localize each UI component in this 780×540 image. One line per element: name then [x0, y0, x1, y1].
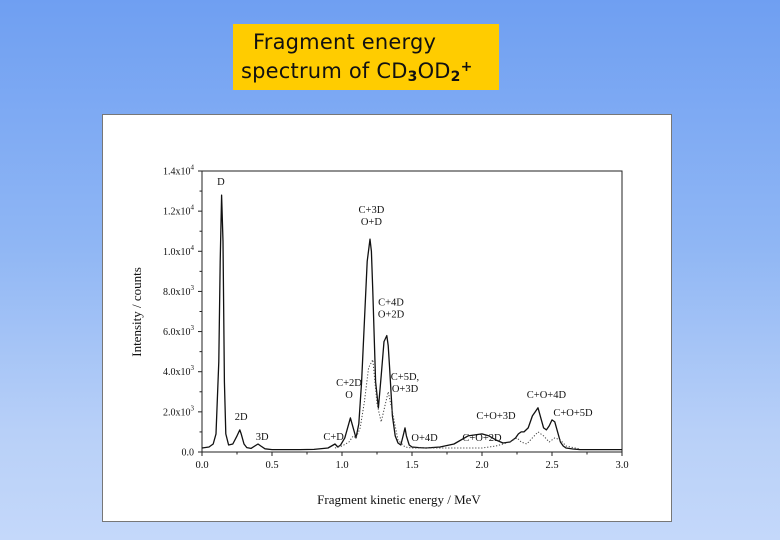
- peak-label: O: [345, 390, 353, 401]
- x-tick-label: 1.0: [335, 460, 348, 471]
- chart-axes: 0.0 0.5 1.0 1.5 2.0 2.5 3.00.02.0x1034.0x1036.…: [163, 164, 629, 472]
- peak-label: D: [217, 177, 225, 188]
- y-tick-label: 6.0x103: [163, 324, 195, 338]
- y-tick-base: 6.0x10: [163, 327, 191, 338]
- y-tick-exponent: 4: [191, 164, 195, 172]
- peak-label: C+2D: [336, 378, 362, 389]
- peak-label: C+D: [323, 432, 344, 443]
- y-tick-base: 1.2x10: [163, 207, 191, 218]
- peak-label: 2D: [235, 412, 248, 423]
- y-tick-exponent: 3: [191, 364, 195, 372]
- slide-title-line-1: Fragment energy: [253, 30, 437, 54]
- peak-label: C+O+3D: [476, 411, 516, 422]
- slide-title-superscript: +: [460, 59, 473, 75]
- peak-label: C+5D,: [391, 372, 419, 383]
- y-tick-label: 1.2x104: [163, 204, 195, 218]
- x-tick-label: 0.0: [195, 460, 208, 471]
- y-tick-exponent: 4: [191, 204, 195, 212]
- y-tick-base: 1.4x10: [163, 167, 191, 178]
- y-tick-exponent: 4: [191, 244, 195, 252]
- x-axis-label: Fragment kinetic energy / MeV: [317, 492, 481, 507]
- energy-spectrum-chart: 0.0 0.5 1.0 1.5 2.0 2.5 3.00.02.0x1034.0x1036.…: [129, 164, 629, 508]
- y-tick-label: 1.0x104: [163, 244, 195, 258]
- chart-series-group: [201, 194, 622, 451]
- x-tick-label: 2.5: [545, 460, 558, 471]
- slide-title-box: Fragment energy spectrum of CD3OD2+: [233, 24, 499, 90]
- y-tick-base: 4.0x10: [163, 367, 191, 378]
- peak-label: O+D: [361, 217, 383, 228]
- y-tick-base: 8.0x10: [163, 287, 191, 298]
- y-axis-label: Intensity / counts: [129, 267, 144, 357]
- y-tick-label: 2.0x103: [163, 404, 195, 418]
- y-tick-base: 1.0x10: [163, 247, 191, 258]
- peak-label: C+O+4D: [527, 390, 567, 401]
- peak-label: C+3D: [359, 205, 385, 216]
- chart-annotations: D 2D 3D C+D C+2DO C+3DO+D C+4DO+2D C+5D,O+3D O+4…: [217, 177, 593, 444]
- x-tick-label: 0.5: [265, 460, 278, 471]
- y-tick-label: 0.0: [182, 448, 195, 459]
- y-tick-base: 2.0x10: [163, 407, 191, 418]
- chart-panel: 0.0 0.5 1.0 1.5 2.0 2.5 3.0 0.0 2.0x103 4.0x103 6.…: [102, 114, 672, 522]
- peak-label: C+O+5D: [553, 408, 593, 419]
- peak-label: O+3D: [392, 384, 419, 395]
- y-tick-exponent: 3: [191, 404, 195, 412]
- x-tick-label: 3.0: [615, 460, 628, 471]
- peak-label: O+2D: [378, 310, 405, 321]
- slide-title-text: spectrum of CD: [241, 59, 408, 83]
- slide-title-mid: OD: [417, 59, 451, 83]
- slide-title-subscript-2: 2: [450, 69, 461, 85]
- slide-title-subscript-1: 3: [407, 69, 418, 85]
- y-tick-label: 8.0x103: [163, 284, 195, 298]
- x-tick-label: 1.5: [405, 460, 418, 471]
- y-tick-exponent: 3: [191, 284, 195, 292]
- peak-label: C+O+2D: [462, 433, 502, 444]
- peak-label: 3D: [256, 432, 269, 443]
- peak-label: O+4D: [411, 433, 438, 444]
- series-line-solid: [201, 194, 622, 451]
- peak-label: C+4D: [378, 298, 404, 309]
- x-tick-label: 2.0: [475, 460, 488, 471]
- slide-title-line-2: spectrum of CD3OD2+: [241, 59, 473, 85]
- series-line-dotted: [334, 359, 581, 450]
- y-tick-base: 0.0: [182, 448, 195, 459]
- y-tick-exponent: 3: [191, 324, 195, 332]
- y-tick-label: 4.0x103: [163, 364, 195, 378]
- y-tick-label: 1.4x104: [163, 164, 195, 178]
